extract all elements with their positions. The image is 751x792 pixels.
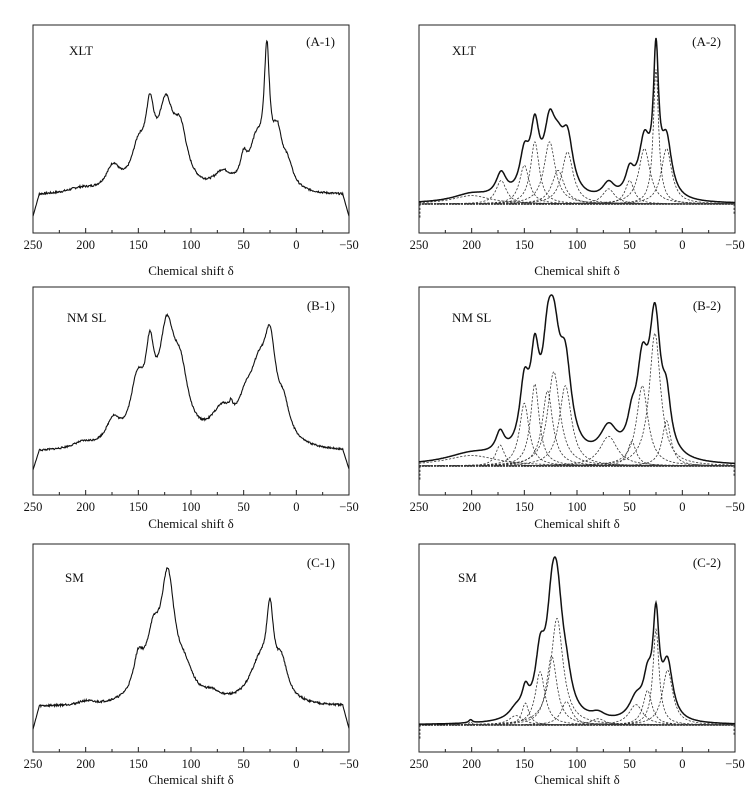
component-peak — [419, 385, 735, 467]
component-peak — [419, 441, 735, 467]
fitted-envelope — [419, 37, 735, 204]
panel-label: (B-2) — [693, 298, 721, 313]
x-tick-label: −50 — [339, 757, 359, 771]
x-tick-label: 50 — [623, 757, 636, 771]
component-peak — [419, 721, 735, 726]
x-tick-label: −50 — [339, 238, 359, 252]
component-peak — [419, 195, 735, 205]
panel-a-2: XLT (A-2) Chemical shift δ 250 200 150 100 5… — [410, 24, 745, 278]
component-peak — [419, 655, 735, 726]
x-tick-label: 100 — [182, 238, 201, 252]
x-tick-label: −50 — [725, 238, 745, 252]
x-axis-label: Chemical shift δ — [148, 263, 234, 278]
sample-label: SM — [65, 570, 84, 585]
x-tick-label: 150 — [129, 500, 148, 514]
component-peak — [419, 69, 735, 205]
component-peak — [419, 141, 735, 205]
sample-label: XLT — [452, 43, 476, 58]
component-peak — [419, 627, 735, 726]
panel-label: (B-1) — [307, 298, 335, 313]
x-axis-label: Chemical shift δ — [534, 263, 620, 278]
x-tick-label: −50 — [725, 500, 745, 514]
panel-label: (C-1) — [307, 555, 335, 570]
x-tick-label: 200 — [76, 757, 95, 771]
sample-label: NM SL — [67, 310, 106, 325]
x-axis-label: Chemical shift δ — [148, 772, 234, 787]
x-tick-label: 200 — [462, 500, 481, 514]
x-tick-label: 200 — [76, 238, 95, 252]
x-tick-label: 200 — [462, 757, 481, 771]
x-tick-label: −50 — [339, 500, 359, 514]
spectrum-line — [32, 39, 350, 217]
x-tick-label: 100 — [568, 238, 587, 252]
x-tick-label: 100 — [568, 757, 587, 771]
spectrum-line — [32, 313, 350, 470]
x-tick-label: 150 — [129, 238, 148, 252]
component-peak — [419, 690, 735, 726]
component-peak — [419, 148, 735, 205]
sample-label: SM — [458, 570, 477, 585]
x-tick-label: 0 — [293, 500, 299, 514]
panel-a-1: XLT (A-1) Chemical shift δ 250 200 150 100 5… — [24, 24, 359, 278]
component-peak — [419, 402, 735, 467]
component-peak — [419, 435, 735, 467]
fitted-envelope — [419, 556, 736, 725]
panel-label: (A-2) — [692, 34, 721, 49]
x-axis-label: Chemical shift δ — [148, 516, 234, 531]
x-tick-label: 100 — [182, 757, 201, 771]
x-tick-label: 200 — [462, 238, 481, 252]
component-peak — [419, 420, 735, 467]
panel-label: (C-2) — [693, 555, 721, 570]
component-peak — [419, 151, 735, 205]
x-tick-label: 250 — [24, 238, 43, 252]
x-tick-label: 150 — [515, 757, 534, 771]
x-axis-label: Chemical shift δ — [534, 772, 620, 787]
x-tick-label: 0 — [679, 757, 685, 771]
x-tick-label: −50 — [725, 757, 745, 771]
panel-c-2: SM (C-2) Chemical shift δ 250 200 150 100 50… — [410, 543, 745, 787]
x-tick-label: 50 — [237, 500, 250, 514]
spectrum-line — [32, 567, 350, 730]
x-tick-label: 150 — [515, 500, 534, 514]
x-tick-label: 0 — [293, 757, 299, 771]
component-peak — [419, 164, 735, 205]
component-peak — [419, 444, 735, 467]
panel-label: (A-1) — [306, 34, 335, 49]
x-tick-label: 250 — [24, 757, 43, 771]
component-peak — [419, 332, 735, 467]
x-tick-label: 100 — [182, 500, 201, 514]
x-axis-label: Chemical shift δ — [534, 516, 620, 531]
x-tick-label: 250 — [24, 500, 43, 514]
component-peak — [419, 141, 735, 205]
x-tick-label: 50 — [623, 238, 636, 252]
sample-label: XLT — [69, 43, 93, 58]
sample-label: NM SL — [452, 310, 491, 325]
x-tick-label: 250 — [410, 757, 429, 771]
x-tick-label: 0 — [679, 238, 685, 252]
panel-b-2: NM SL (B-2) Chemical shift δ 250 200 150 10… — [410, 286, 745, 531]
x-tick-label: 50 — [623, 500, 636, 514]
component-peak — [419, 617, 735, 726]
x-tick-label: 0 — [293, 238, 299, 252]
component-peak — [419, 701, 735, 726]
x-tick-label: 0 — [679, 500, 685, 514]
fitted-envelope — [418, 294, 735, 465]
x-tick-label: 50 — [237, 238, 250, 252]
panel-b-1: NM SL (B-1) Chemical shift δ 250 200 150 10… — [24, 286, 359, 531]
panel-c-1: SM (C-1) Chemical shift δ 250 200 150 100 50… — [24, 543, 359, 787]
x-tick-label: 150 — [515, 238, 534, 252]
x-tick-label: 50 — [237, 757, 250, 771]
x-tick-label: 150 — [129, 757, 148, 771]
x-tick-label: 200 — [76, 500, 95, 514]
x-tick-label: 250 — [410, 500, 429, 514]
x-tick-label: 250 — [410, 238, 429, 252]
x-tick-label: 100 — [568, 500, 587, 514]
